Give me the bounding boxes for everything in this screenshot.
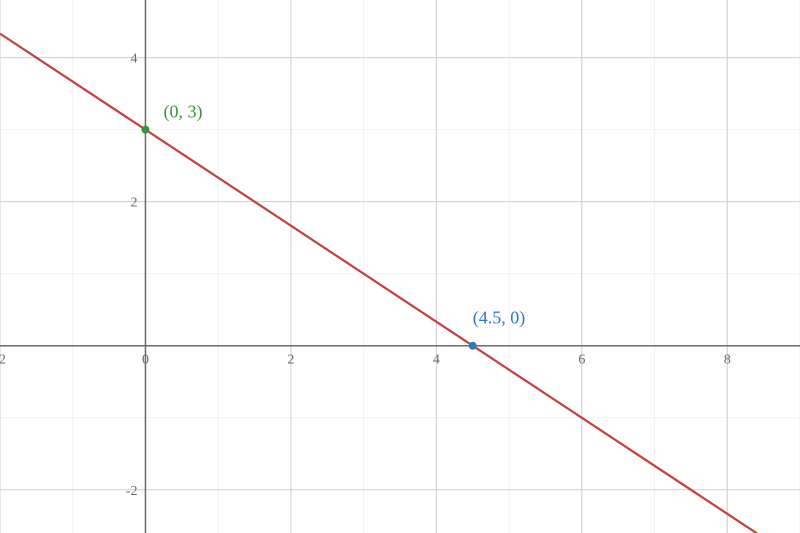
point-x-intercept [469, 342, 477, 350]
x-tick-label: 8 [724, 353, 731, 368]
point-label-x-intercept: (4.5, 0) [473, 308, 526, 329]
y-tick-label: -2 [126, 484, 138, 499]
point-label-y-intercept: (0, 3) [163, 102, 202, 123]
y-tick-label: 4 [130, 52, 137, 67]
x-tick-label: 2 [287, 353, 294, 368]
x-tick-label: -2 [0, 353, 6, 368]
x-tick-label: 4 [433, 353, 440, 368]
y-tick-label: 2 [130, 196, 137, 211]
line-chart: -2 0 2 4 6 8 -2 2 4 (0, 3) (4.5, 0) [0, 0, 800, 533]
x-tick-label: 6 [578, 353, 585, 368]
x-tick-label: 0 [142, 353, 149, 368]
point-y-intercept [141, 126, 149, 134]
